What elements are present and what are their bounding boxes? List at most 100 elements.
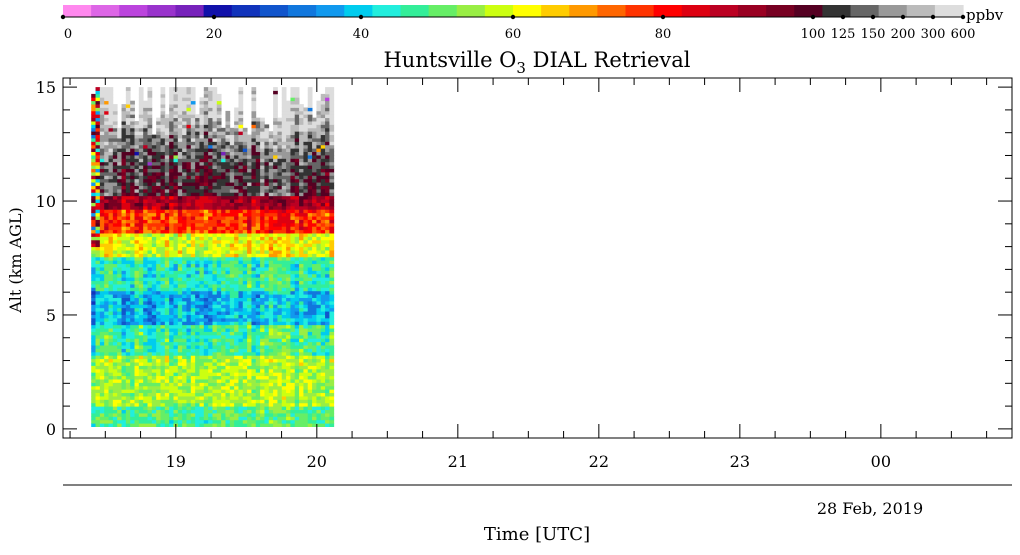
heatmap-cell xyxy=(260,321,265,325)
heatmap-cell xyxy=(277,386,282,390)
heatmap-cell xyxy=(104,101,109,105)
heatmap-cell xyxy=(156,124,161,128)
heatmap-cell xyxy=(165,118,170,122)
heatmap-cell xyxy=(104,209,109,213)
heatmap-cell xyxy=(165,236,170,240)
heatmap-cell xyxy=(191,253,196,257)
heatmap-cell xyxy=(260,138,265,142)
heatmap-cell xyxy=(100,416,105,420)
heatmap-cell xyxy=(221,304,226,308)
heatmap-cell xyxy=(264,328,269,332)
heatmap-cell xyxy=(186,321,191,325)
heatmap-cell xyxy=(295,287,300,291)
heatmap-cell xyxy=(173,94,178,98)
colorbar-tick-label: 80 xyxy=(655,27,672,42)
heatmap-cell xyxy=(182,342,187,346)
heatmap-cell xyxy=(161,389,166,393)
heatmap-cell xyxy=(100,345,105,349)
heatmap-cell xyxy=(238,233,243,237)
heatmap-cell xyxy=(225,138,230,142)
heatmap-cell xyxy=(238,294,243,298)
heatmap-cell xyxy=(182,158,187,162)
heatmap-cell xyxy=(109,203,114,207)
heatmap-cell xyxy=(195,304,200,308)
heatmap-cell xyxy=(282,318,287,322)
heatmap-cell xyxy=(126,274,131,278)
heatmap-cell xyxy=(247,335,252,339)
heatmap-cell xyxy=(143,281,148,285)
heatmap-cell xyxy=(247,338,252,342)
heatmap-cell xyxy=(247,196,252,200)
heatmap-cell xyxy=(264,366,269,370)
heatmap-cell xyxy=(143,189,148,193)
heatmap-cell xyxy=(169,355,174,359)
heatmap-cell xyxy=(256,179,261,183)
heatmap-cell xyxy=(195,189,200,193)
heatmap-cell xyxy=(148,270,153,274)
heatmap-cell xyxy=(212,104,217,108)
heatmap-cell xyxy=(113,413,118,417)
heatmap-cell xyxy=(204,196,209,200)
heatmap-cell xyxy=(199,325,204,329)
heatmap-cell xyxy=(221,172,226,176)
heatmap-cell xyxy=(178,342,183,346)
heatmap-cell xyxy=(303,158,308,162)
heatmap-cell xyxy=(199,165,204,169)
heatmap-cell xyxy=(247,291,252,295)
heatmap-cell xyxy=(299,376,304,380)
colorbar-tick-label: 20 xyxy=(206,27,223,42)
heatmap-cell xyxy=(165,325,170,329)
heatmap-cell xyxy=(204,91,209,95)
heatmap-cell xyxy=(104,260,109,264)
heatmap-cell xyxy=(109,155,114,159)
heatmap-cell xyxy=(243,396,248,400)
heatmap-cell xyxy=(308,352,313,356)
heatmap-cell xyxy=(161,186,166,190)
heatmap-cell xyxy=(286,311,291,315)
heatmap-cell xyxy=(277,321,282,325)
heatmap-cell xyxy=(173,345,178,349)
heatmap-cell xyxy=(282,250,287,254)
heatmap-cell xyxy=(204,250,209,254)
heatmap-cell xyxy=(100,362,105,366)
heatmap-cell xyxy=(143,396,148,400)
heatmap-cell xyxy=(269,209,274,213)
heatmap-cell xyxy=(126,403,131,407)
heatmap-cell xyxy=(199,213,204,217)
heatmap-cell xyxy=(96,128,101,132)
heatmap-cell xyxy=(204,145,209,149)
heatmap-cell xyxy=(139,321,144,325)
heatmap-cell xyxy=(303,182,308,186)
heatmap-cell xyxy=(251,141,256,145)
heatmap-cell xyxy=(282,267,287,271)
heatmap-cell xyxy=(96,369,101,373)
heatmap-cell xyxy=(264,206,269,210)
heatmap-cell xyxy=(303,213,308,217)
heatmap-cell xyxy=(130,213,135,217)
heatmap-cell xyxy=(122,118,127,122)
heatmap-cell xyxy=(169,298,174,302)
heatmap-cell xyxy=(161,264,166,268)
heatmap-cell xyxy=(230,277,235,281)
heatmap-cell xyxy=(130,328,135,332)
heatmap-cell xyxy=(182,284,187,288)
heatmap-cell xyxy=(225,165,230,169)
heatmap-cell xyxy=(234,158,239,162)
heatmap-cell xyxy=(204,203,209,207)
heatmap-cell xyxy=(96,416,101,420)
heatmap-cell xyxy=(96,223,101,227)
heatmap-cell xyxy=(208,179,213,183)
heatmap-cell xyxy=(96,328,101,332)
heatmap-cell xyxy=(122,342,127,346)
heatmap-cell xyxy=(139,369,144,373)
heatmap-cell xyxy=(256,315,261,319)
heatmap-cell xyxy=(148,291,153,295)
heatmap-cell xyxy=(135,253,140,257)
heatmap-cell xyxy=(143,345,148,349)
heatmap-cell xyxy=(109,226,114,230)
heatmap-cell xyxy=(312,301,317,305)
heatmap-cell xyxy=(308,114,313,118)
heatmap-cell xyxy=(290,220,295,224)
heatmap-cell xyxy=(273,315,278,319)
heatmap-cell xyxy=(269,213,274,217)
